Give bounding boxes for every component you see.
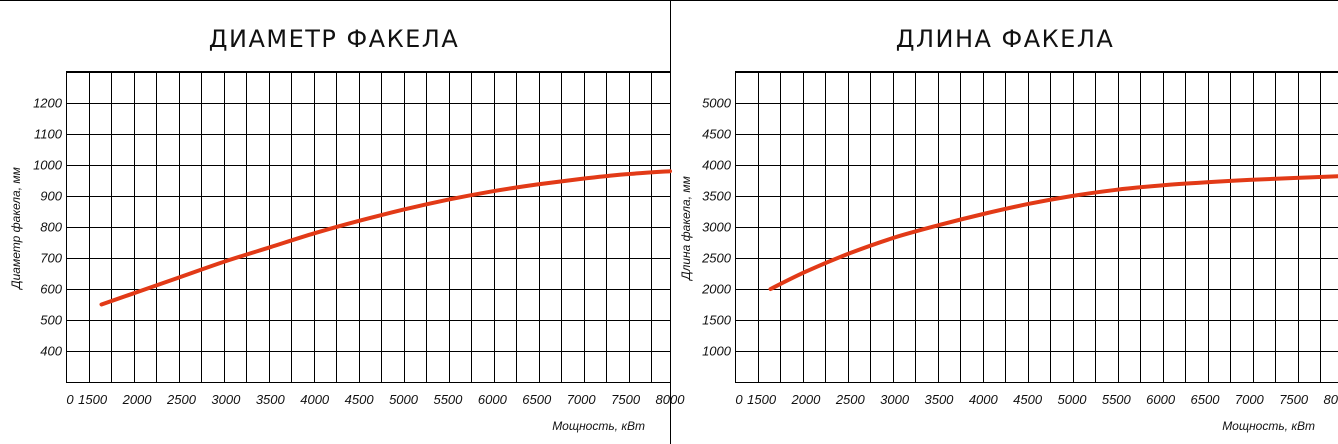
- length-x-tick-label: 5000: [1058, 392, 1088, 407]
- length-data-point: [804, 270, 808, 274]
- length-data-point: [937, 223, 941, 227]
- length-data-point: [981, 212, 985, 216]
- diameter-data-point: [357, 219, 361, 223]
- diameter-data-point: [100, 303, 104, 307]
- diameter-chart-title: ДИАМЕТР ФАКЕЛА: [209, 25, 460, 53]
- length-data-point: [1070, 194, 1074, 198]
- diameter-x-tick-label: 2500: [166, 392, 197, 407]
- diameter-gridlines: [66, 72, 670, 383]
- diameter-y-tick-label: 1000: [33, 158, 63, 173]
- diameter-data-point: [135, 290, 139, 294]
- length-y-tick-labels: 1000 1500 2000 2500 3000 3500 4000 4500 5000: [701, 96, 732, 359]
- length-x-tick-label: 4000: [969, 392, 999, 407]
- diameter-x-tick-label: 0: [66, 392, 74, 407]
- diameter-y-axis-label: Диаметр факела, мм: [9, 167, 23, 291]
- length-y-tick-label: 4500: [702, 127, 732, 142]
- length-x-axis-label: Мощность, кВт: [1222, 419, 1315, 433]
- length-x-tick-label: 2000: [790, 392, 821, 407]
- length-data-point: [848, 251, 852, 255]
- diameter-x-tick-label: 3500: [256, 392, 286, 407]
- diameter-y-tick-label: 1200: [33, 96, 63, 111]
- diameter-data-point: [624, 172, 628, 176]
- diameter-data-point: [268, 245, 272, 249]
- diameter-x-axis-label: Мощность, кВт: [552, 419, 645, 433]
- diameter-x-tick-label: 4500: [345, 392, 375, 407]
- diameter-data-point: [180, 275, 184, 279]
- diameter-x-tick-label: 2000: [122, 392, 153, 407]
- length-x-tick-label: 6000: [1146, 392, 1176, 407]
- diameter-x-tick-label: 5000: [389, 392, 419, 407]
- length-data-point: [1159, 184, 1163, 188]
- length-x-tick-label: 6500: [1191, 392, 1221, 407]
- length-y-tick-label: 1000: [702, 344, 732, 359]
- length-x-tick-label: 0: [735, 392, 743, 407]
- length-y-tick-label: 3000: [702, 220, 732, 235]
- diameter-data-point: [313, 231, 317, 235]
- length-x-tick-label: 2500: [835, 392, 866, 407]
- length-x-tick-label: 1500: [747, 392, 777, 407]
- length-y-tick-label: 2500: [701, 251, 732, 266]
- diameter-y-tick-label: 500: [40, 313, 62, 328]
- diameter-x-tick-labels: 0 1500 2000 2500 3000 3500 4000 4500 5000 5500 600…: [66, 392, 685, 407]
- length-data-point: [1203, 180, 1207, 184]
- diameter-data-point: [668, 169, 672, 173]
- length-data-point: [1114, 188, 1118, 192]
- length-chart-panel: ДЛИНА ФАКЕЛА 1000 1500 2000 2500 3000 3500 400…: [679, 25, 1338, 433]
- diameter-x-tick-label: 4000: [300, 392, 330, 407]
- length-chart-title: ДЛИНА ФАКЕЛА: [896, 25, 1115, 53]
- diameter-x-tick-label: 3000: [211, 392, 241, 407]
- length-y-tick-label: 4000: [702, 158, 732, 173]
- length-y-tick-label: 1500: [702, 313, 732, 328]
- length-x-tick-label: 3500: [924, 392, 954, 407]
- diameter-x-tick-label: 7000: [567, 392, 597, 407]
- length-series-line: [768, 174, 1338, 291]
- length-x-tick-label: 4500: [1013, 392, 1043, 407]
- length-y-tick-label: 5000: [702, 96, 732, 111]
- diameter-data-point: [535, 183, 539, 187]
- length-gridlines: [735, 72, 1338, 383]
- diameter-y-tick-label: 800: [40, 220, 62, 235]
- length-x-tick-label: 7000: [1235, 392, 1265, 407]
- diameter-x-tick-label: 6000: [478, 392, 508, 407]
- length-y-tick-label: 3500: [702, 189, 732, 204]
- diameter-series-line: [99, 169, 672, 307]
- length-x-tick-labels: 0 1500 2000 2500 3000 3500 4000 4500 5000 5500 600…: [735, 392, 1338, 407]
- diameter-y-tick-labels: 400 500 600 700 800 900 1000 1100 1200: [33, 96, 63, 359]
- length-data-point: [893, 236, 897, 240]
- diameter-x-tick-label: 1500: [78, 392, 108, 407]
- length-x-tick-label: 7500: [1279, 392, 1309, 407]
- diameter-data-point: [446, 198, 450, 202]
- diameter-y-tick-label: 400: [40, 344, 62, 359]
- diameter-x-tick-label: 5500: [433, 392, 463, 407]
- diameter-data-point: [402, 208, 406, 212]
- diameter-y-tick-label: 700: [40, 251, 62, 266]
- length-x-tick-label: 5500: [1102, 392, 1132, 407]
- diameter-data-point: [579, 177, 583, 181]
- diameter-y-tick-label: 1100: [34, 127, 63, 142]
- diameter-data-point: [490, 189, 494, 193]
- length-data-point: [1026, 202, 1030, 206]
- length-x-tick-label: 8000: [1324, 392, 1338, 407]
- diameter-y-tick-label: 900: [40, 189, 62, 204]
- length-data-point: [769, 287, 773, 291]
- length-series: [768, 174, 1338, 291]
- length-y-tick-label: 2000: [701, 282, 732, 297]
- length-y-axis-label: Длина факела, мм: [679, 176, 693, 282]
- diameter-data-point: [224, 259, 228, 263]
- length-data-point: [1292, 176, 1296, 180]
- diameter-x-tick-label: 6500: [522, 392, 552, 407]
- diameter-x-tick-label: 7500: [611, 392, 641, 407]
- diameter-y-tick-label: 600: [40, 282, 62, 297]
- diameter-x-tick-label: 8000: [656, 392, 686, 407]
- diameter-chart-panel: ДИАМЕТР ФАКЕЛА 400 500 600 700 800 900 1000 110…: [9, 25, 685, 433]
- length-data-point: [1247, 178, 1251, 182]
- length-x-tick-label: 3000: [880, 392, 910, 407]
- diameter-series: [99, 169, 672, 307]
